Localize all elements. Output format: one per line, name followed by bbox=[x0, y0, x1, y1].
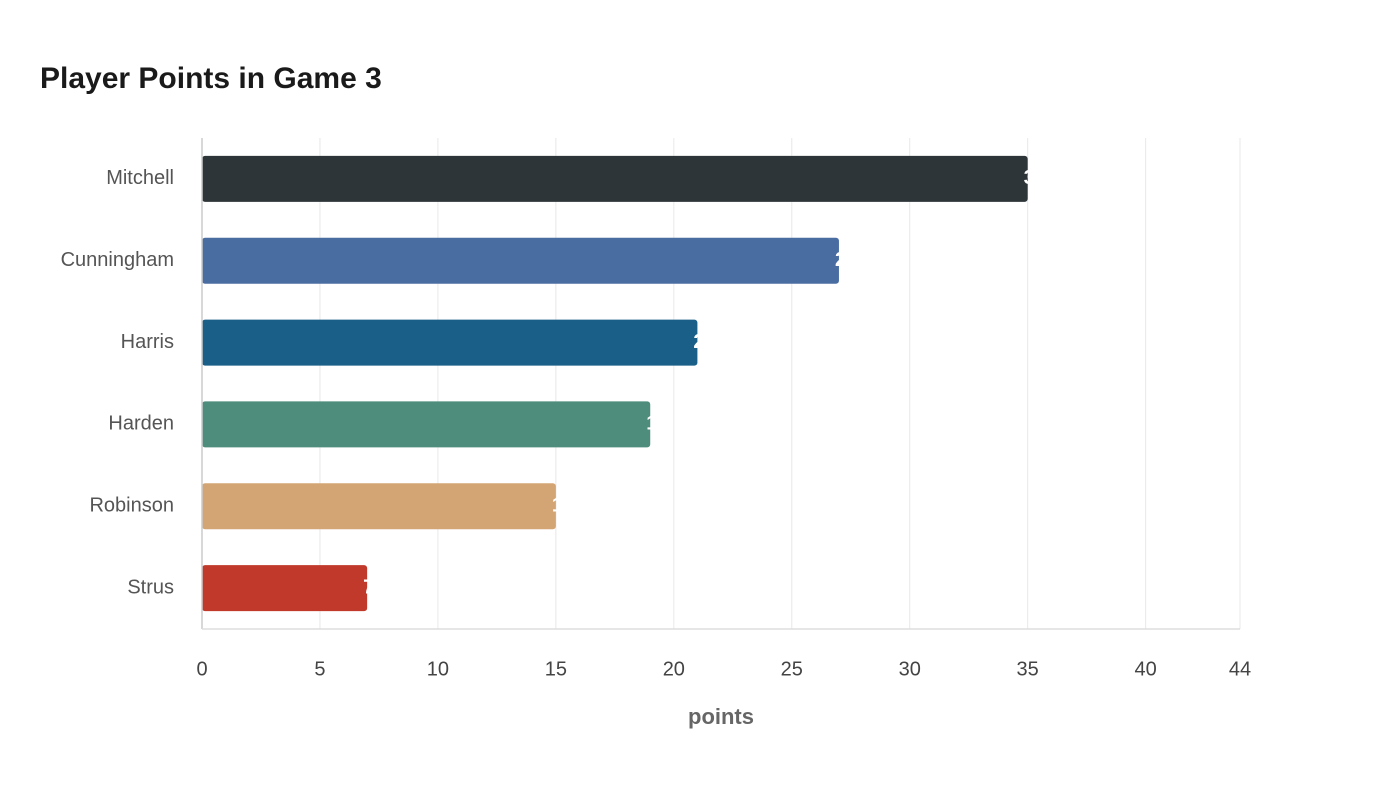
data-label: 15 bbox=[552, 495, 574, 517]
data-label: 21 bbox=[693, 331, 715, 353]
y-tick-label: Harden bbox=[108, 413, 174, 435]
y-tick-label: Strus bbox=[127, 576, 174, 598]
bar bbox=[202, 565, 368, 612]
x-tick-label: 44 bbox=[1229, 658, 1251, 680]
x-tick-label: 15 bbox=[545, 658, 567, 680]
y-tick-label: Cunningham bbox=[61, 249, 174, 271]
bar bbox=[202, 401, 651, 448]
bar bbox=[202, 319, 698, 366]
data-label: 35 bbox=[1024, 167, 1046, 189]
bar bbox=[202, 155, 1028, 202]
data-label: 27 bbox=[835, 249, 857, 271]
x-tick-label: 20 bbox=[663, 658, 685, 680]
y-tick-label: Mitchell bbox=[106, 167, 174, 189]
x-tick-label: 10 bbox=[427, 658, 449, 680]
x-tick-label: 25 bbox=[781, 658, 803, 680]
data-label: 19 bbox=[646, 413, 668, 435]
x-tick-label: 30 bbox=[899, 658, 921, 680]
bars: Mitchell 35 Cunningham 27 Harris 21 Harden 19 Ro… bbox=[61, 155, 1046, 612]
x-tick-label: 0 bbox=[196, 658, 207, 680]
y-tick-label: Robinson bbox=[89, 495, 174, 517]
y-tick-label: Harris bbox=[121, 331, 174, 353]
chart-title: Player Points in Game 3 bbox=[40, 62, 382, 95]
bar bbox=[202, 483, 556, 530]
x-tick-label: 35 bbox=[1017, 658, 1039, 680]
x-tick-label: 5 bbox=[314, 658, 325, 680]
grid: 0 5 10 15 20 25 30 35 40 44 bbox=[196, 138, 1251, 680]
bar bbox=[202, 237, 839, 284]
data-label: 7 bbox=[363, 576, 374, 598]
x-tick-label: 40 bbox=[1135, 658, 1157, 680]
x-axis-title: points bbox=[688, 704, 754, 729]
